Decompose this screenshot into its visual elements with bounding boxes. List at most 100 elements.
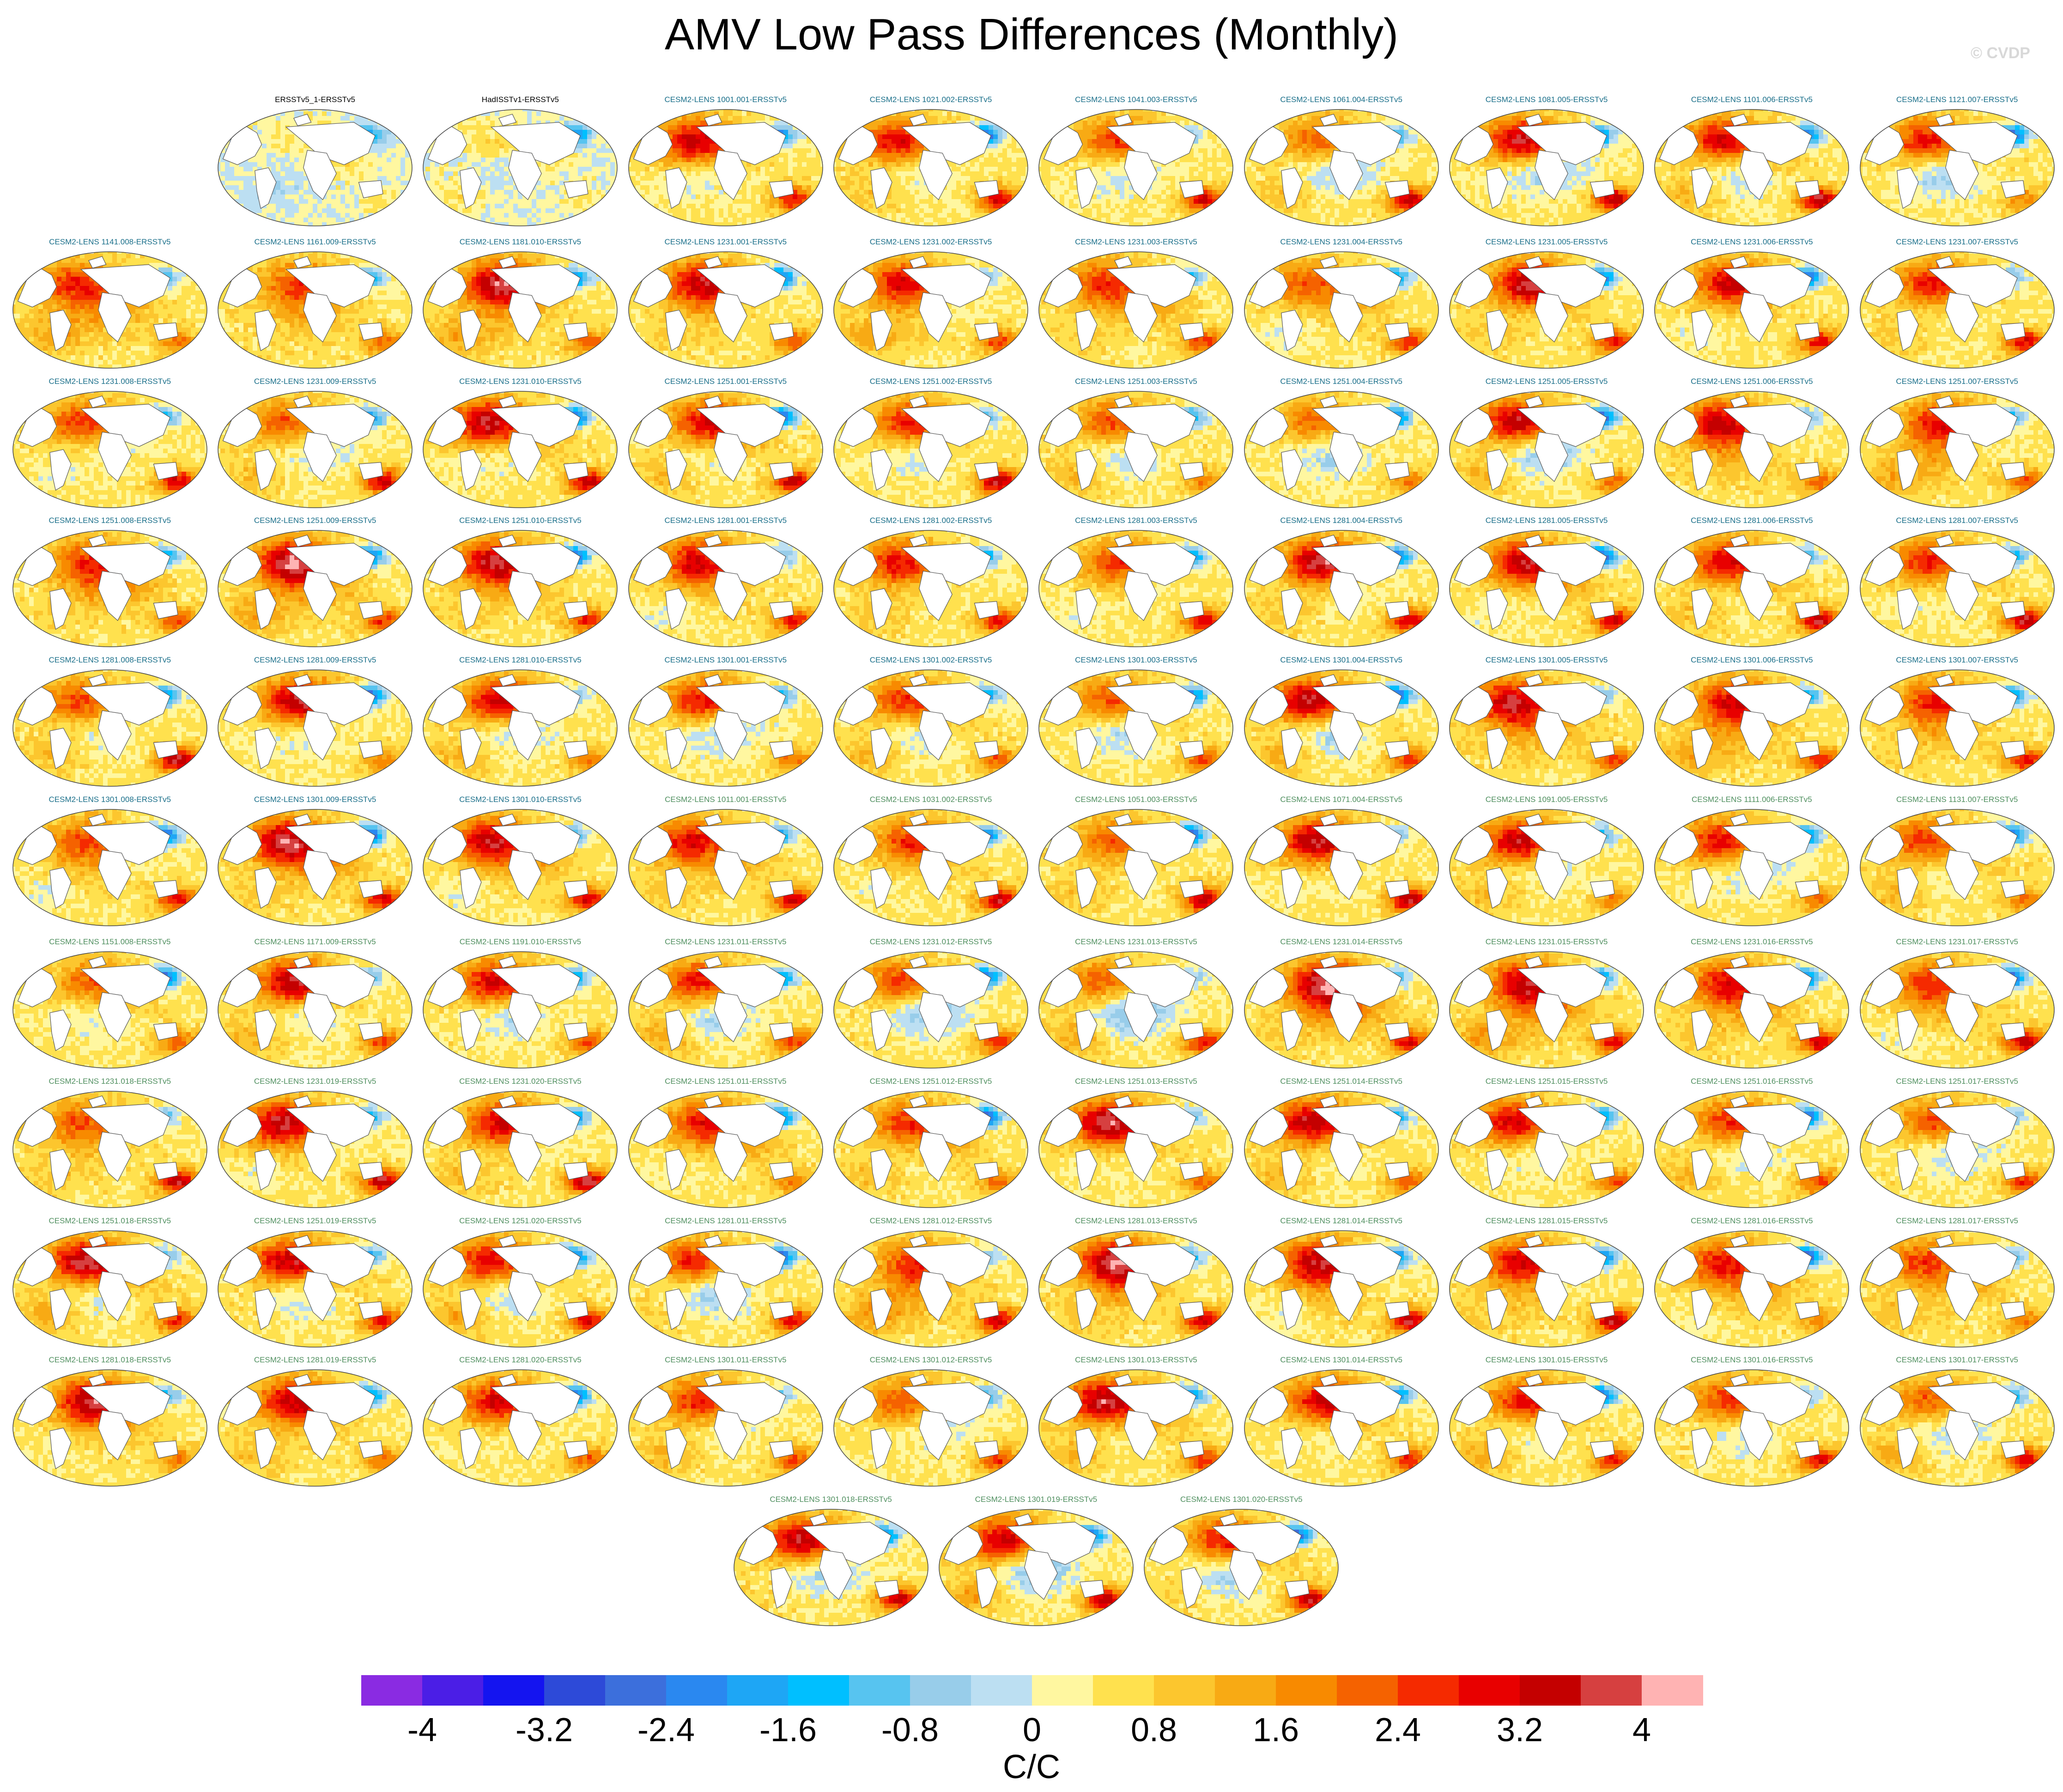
colorbar-box bbox=[544, 1675, 606, 1706]
map-panel-label: CESM2-LENS 1231.015-ERSSTv5 bbox=[1447, 937, 1646, 947]
map-panel: CESM2-LENS 1081.005-ERSSTv5 bbox=[1447, 95, 1646, 229]
sst-map bbox=[421, 949, 619, 1071]
map-panel-label: CESM2-LENS 1301.004-ERSSTv5 bbox=[1242, 655, 1441, 665]
map-panel: CESM2-LENS 1251.005-ERSSTv5 bbox=[1447, 377, 1646, 510]
sst-map bbox=[1858, 1367, 2057, 1489]
map-panel-label: CESM2-LENS 1281.010-ERSSTv5 bbox=[421, 655, 619, 665]
sst-map bbox=[626, 249, 825, 371]
map-panel: CESM2-LENS 1251.010-ERSSTv5 bbox=[421, 516, 619, 650]
sst-map bbox=[216, 1088, 414, 1210]
map-panel: CESM2-LENS 1301.016-ERSSTv5 bbox=[1652, 1355, 1851, 1489]
sst-map bbox=[1037, 1367, 1235, 1489]
sst-map bbox=[421, 389, 619, 510]
map-panel: CESM2-LENS 1031.002-ERSSTv5 bbox=[831, 795, 1030, 929]
map-panel: CESM2-LENS 1021.002-ERSSTv5 bbox=[831, 95, 1030, 229]
colorbar-tick-labels: -4 -3.2 -2.4 -1.6 -0.8 0 0.8 1.6 2.4 3.2 4 bbox=[361, 1712, 1703, 1749]
sst-map bbox=[1447, 949, 1646, 1071]
sst-map bbox=[831, 1367, 1030, 1489]
map-panel-label: CESM2-LENS 1231.006-ERSSTv5 bbox=[1652, 237, 1851, 247]
map-panel: CESM2-LENS 1231.019-ERSSTv5 bbox=[216, 1076, 414, 1210]
sst-map bbox=[1858, 1228, 2057, 1350]
sst-map bbox=[831, 107, 1030, 229]
map-panel: CESM2-LENS 1301.020-ERSSTv5 bbox=[1142, 1494, 1341, 1628]
map-panel: CESM2-LENS 1281.013-ERSSTv5 bbox=[1037, 1216, 1235, 1350]
map-panel-label: CESM2-LENS 1181.010-ERSSTv5 bbox=[421, 237, 619, 247]
map-panel-label: CESM2-LENS 1231.014-ERSSTv5 bbox=[1242, 937, 1441, 947]
map-panel: CESM2-LENS 1281.010-ERSSTv5 bbox=[421, 655, 619, 789]
map-panel: CESM2-LENS 1301.015-ERSSTv5 bbox=[1447, 1355, 1646, 1489]
map-panel-label: CESM2-LENS 1041.003-ERSSTv5 bbox=[1037, 95, 1235, 105]
map-panel: CESM2-LENS 1181.010-ERSSTv5 bbox=[421, 237, 619, 371]
sst-map bbox=[216, 528, 414, 650]
map-panel: CESM2-LENS 1231.014-ERSSTv5 bbox=[1242, 937, 1441, 1071]
sst-map bbox=[421, 1367, 619, 1489]
map-panel-label: CESM2-LENS 1231.004-ERSSTv5 bbox=[1242, 237, 1441, 247]
map-panel-label: CESM2-LENS 1281.013-ERSSTv5 bbox=[1037, 1216, 1235, 1226]
map-panel-label: CESM2-LENS 1151.008-ERSSTv5 bbox=[11, 937, 209, 947]
colorbar-tick-label: 1.6 bbox=[1230, 1712, 1322, 1749]
colorbar-tick-label: -2.4 bbox=[620, 1712, 712, 1749]
sst-map bbox=[1242, 667, 1441, 789]
map-panel: CESM2-LENS 1301.003-ERSSTv5 bbox=[1037, 655, 1235, 789]
map-panel-label: CESM2-LENS 1081.005-ERSSTv5 bbox=[1447, 95, 1646, 105]
map-panel-label: CESM2-LENS 1301.009-ERSSTv5 bbox=[216, 795, 414, 805]
map-panel: CESM2-LENS 1011.001-ERSSTv5 bbox=[626, 795, 825, 929]
sst-map bbox=[1652, 1088, 1851, 1210]
sst-map bbox=[421, 1228, 619, 1350]
sst-map bbox=[1037, 807, 1235, 929]
map-panel: CESM2-LENS 1281.003-ERSSTv5 bbox=[1037, 516, 1235, 650]
colorbar-tick-label: -1.6 bbox=[742, 1712, 834, 1749]
map-panel: CESM2-LENS 1301.006-ERSSTv5 bbox=[1652, 655, 1851, 789]
map-panel: CESM2-LENS 1251.008-ERSSTv5 bbox=[11, 516, 209, 650]
sst-map bbox=[11, 1088, 209, 1210]
sst-map bbox=[421, 1088, 619, 1210]
colorbar-tick-label: 3.2 bbox=[1474, 1712, 1566, 1749]
colorbar-box bbox=[1520, 1675, 1581, 1706]
sst-map bbox=[1037, 528, 1235, 650]
map-panel-label: CESM2-LENS 1101.006-ERSSTv5 bbox=[1652, 95, 1851, 105]
map-panel: CESM2-LENS 1231.012-ERSSTv5 bbox=[831, 937, 1030, 1071]
sst-map bbox=[11, 249, 209, 371]
map-panel: CESM2-LENS 1051.003-ERSSTv5 bbox=[1037, 795, 1235, 929]
colorbar-tick-label: -3.2 bbox=[498, 1712, 590, 1749]
sst-map bbox=[421, 528, 619, 650]
colorbar-unit-label: C/C bbox=[0, 1749, 2063, 1786]
sst-map bbox=[216, 249, 414, 371]
sst-map bbox=[216, 1228, 414, 1350]
sst-map bbox=[1652, 249, 1851, 371]
sst-map bbox=[831, 528, 1030, 650]
map-panel-label: CESM2-LENS 1231.009-ERSSTv5 bbox=[216, 377, 414, 387]
map-panel-label: CESM2-LENS 1231.016-ERSSTv5 bbox=[1652, 937, 1851, 947]
sst-map bbox=[626, 107, 825, 229]
sst-map bbox=[11, 807, 209, 929]
map-panel: CESM2-LENS 1281.007-ERSSTv5 bbox=[1858, 516, 2057, 650]
sst-map bbox=[1858, 528, 2057, 650]
sst-map bbox=[732, 1506, 930, 1628]
map-panel: CESM2-LENS 1231.011-ERSSTv5 bbox=[626, 937, 825, 1071]
sst-map bbox=[1447, 107, 1646, 229]
sst-map bbox=[626, 389, 825, 510]
map-panel: CESM2-LENS 1161.009-ERSSTv5 bbox=[216, 237, 414, 371]
map-panel-label: CESM2-LENS 1281.020-ERSSTv5 bbox=[421, 1355, 619, 1365]
sst-map bbox=[1652, 1228, 1851, 1350]
map-panel: CESM2-LENS 1071.004-ERSSTv5 bbox=[1242, 795, 1441, 929]
map-panel-label: CESM2-LENS 1281.016-ERSSTv5 bbox=[1652, 1216, 1851, 1226]
map-panel: CESM2-LENS 1281.005-ERSSTv5 bbox=[1447, 516, 1646, 650]
colorbar-box bbox=[971, 1675, 1032, 1706]
sst-map bbox=[216, 107, 414, 229]
map-panel: CESM2-LENS 1281.014-ERSSTv5 bbox=[1242, 1216, 1441, 1350]
map-panel: CESM2-LENS 1301.011-ERSSTv5 bbox=[626, 1355, 825, 1489]
map-panel-label: CESM2-LENS 1301.018-ERSSTv5 bbox=[732, 1494, 930, 1505]
sst-map bbox=[216, 807, 414, 929]
colorbar-tick-label: 2.4 bbox=[1352, 1712, 1444, 1749]
map-panel-label: CESM2-LENS 1251.016-ERSSTv5 bbox=[1652, 1076, 1851, 1087]
map-panel: CESM2-LENS 1281.006-ERSSTv5 bbox=[1652, 516, 1851, 650]
colorbar-box bbox=[483, 1675, 545, 1706]
map-panel: CESM2-LENS 1231.007-ERSSTv5 bbox=[1858, 237, 2057, 371]
map-panel-label: CESM2-LENS 1251.012-ERSSTv5 bbox=[831, 1076, 1030, 1087]
map-panel: CESM2-LENS 1101.006-ERSSTv5 bbox=[1652, 95, 1851, 229]
map-panel-label: CESM2-LENS 1251.009-ERSSTv5 bbox=[216, 516, 414, 526]
map-panel: CESM2-LENS 1251.013-ERSSTv5 bbox=[1037, 1076, 1235, 1210]
sst-map bbox=[1242, 1228, 1441, 1350]
